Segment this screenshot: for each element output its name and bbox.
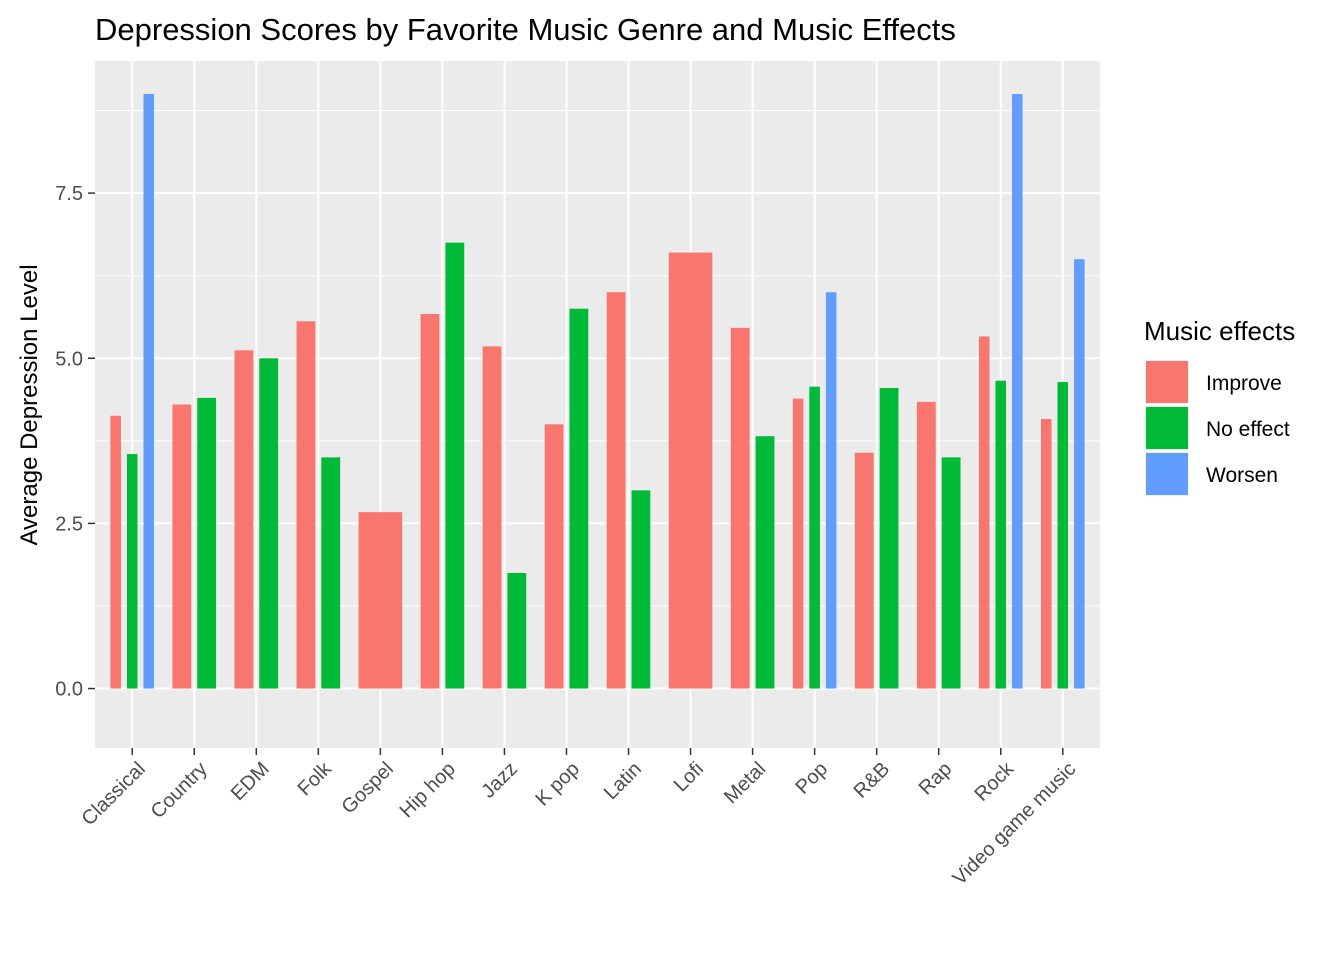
x-tick-label: Pop xyxy=(791,758,832,799)
bar xyxy=(321,457,341,689)
bar xyxy=(1057,382,1069,689)
x-tick-label: K pop xyxy=(532,758,585,811)
legend-title: Music effects xyxy=(1144,316,1295,346)
x-tick-label: Jazz xyxy=(477,758,522,803)
bar xyxy=(1040,419,1052,689)
bar xyxy=(172,404,192,689)
x-tick-label: Rock xyxy=(970,757,1018,805)
bar xyxy=(792,398,804,689)
x-tick-label: Folk xyxy=(294,757,337,800)
x-tick-label: EDM xyxy=(227,758,274,805)
y-tick-label: 5.0 xyxy=(55,348,83,370)
legend: Music effects Improve No effect Worsen xyxy=(1144,316,1295,496)
legend-key xyxy=(1146,453,1188,495)
legend-key xyxy=(1146,361,1188,403)
bar xyxy=(916,401,936,689)
bar xyxy=(730,327,750,689)
bar xyxy=(809,386,820,689)
bar xyxy=(569,308,589,689)
legend-key xyxy=(1146,407,1188,449)
x-tick-label: Classical xyxy=(78,758,150,830)
bar xyxy=(1012,94,1023,689)
bar xyxy=(358,512,403,689)
x-tick-label: Gospel xyxy=(338,758,398,818)
legend-label: No effect xyxy=(1206,418,1290,441)
bar xyxy=(544,424,564,689)
y-axis: 0.0 2.5 5.0 7.5 xyxy=(55,183,95,701)
x-tick-label: Metal xyxy=(720,758,770,808)
x-tick-label: Country xyxy=(147,758,212,823)
x-tick-label: Latin xyxy=(600,758,646,804)
x-tick-label: Lofi xyxy=(670,758,708,796)
bar xyxy=(941,457,961,689)
bar xyxy=(854,452,874,689)
bars xyxy=(110,94,1085,689)
x-tick-label: R&B xyxy=(850,758,895,803)
bar xyxy=(197,397,217,689)
bar xyxy=(259,358,279,689)
bar xyxy=(879,387,899,689)
bar xyxy=(668,252,713,689)
bar xyxy=(234,350,254,689)
bar xyxy=(482,346,502,689)
y-axis-title: Average Depression Level xyxy=(16,264,43,545)
legend-label: Improve xyxy=(1206,372,1282,395)
bar xyxy=(978,336,990,689)
y-tick-label: 2.5 xyxy=(55,513,83,535)
bar xyxy=(296,321,316,689)
legend-label: Worsen xyxy=(1206,464,1278,487)
bar xyxy=(110,415,121,689)
bar xyxy=(755,436,775,689)
bar xyxy=(825,292,837,689)
bar xyxy=(420,314,440,689)
bar xyxy=(143,94,155,689)
bar xyxy=(126,454,138,689)
bar xyxy=(606,292,626,689)
x-tick-label: Rap xyxy=(915,758,957,800)
y-tick-label: 0.0 xyxy=(55,679,83,701)
bar xyxy=(445,242,465,689)
y-tick-label: 7.5 xyxy=(55,183,83,205)
x-tick-label: Hip hop xyxy=(396,758,460,822)
bar xyxy=(995,380,1007,689)
x-tick-label: Video game music xyxy=(949,758,1081,890)
bar xyxy=(1074,259,1085,689)
bar xyxy=(631,490,651,689)
bar xyxy=(507,572,527,689)
chart-title: Depression Scores by Favorite Music Genr… xyxy=(95,12,956,47)
